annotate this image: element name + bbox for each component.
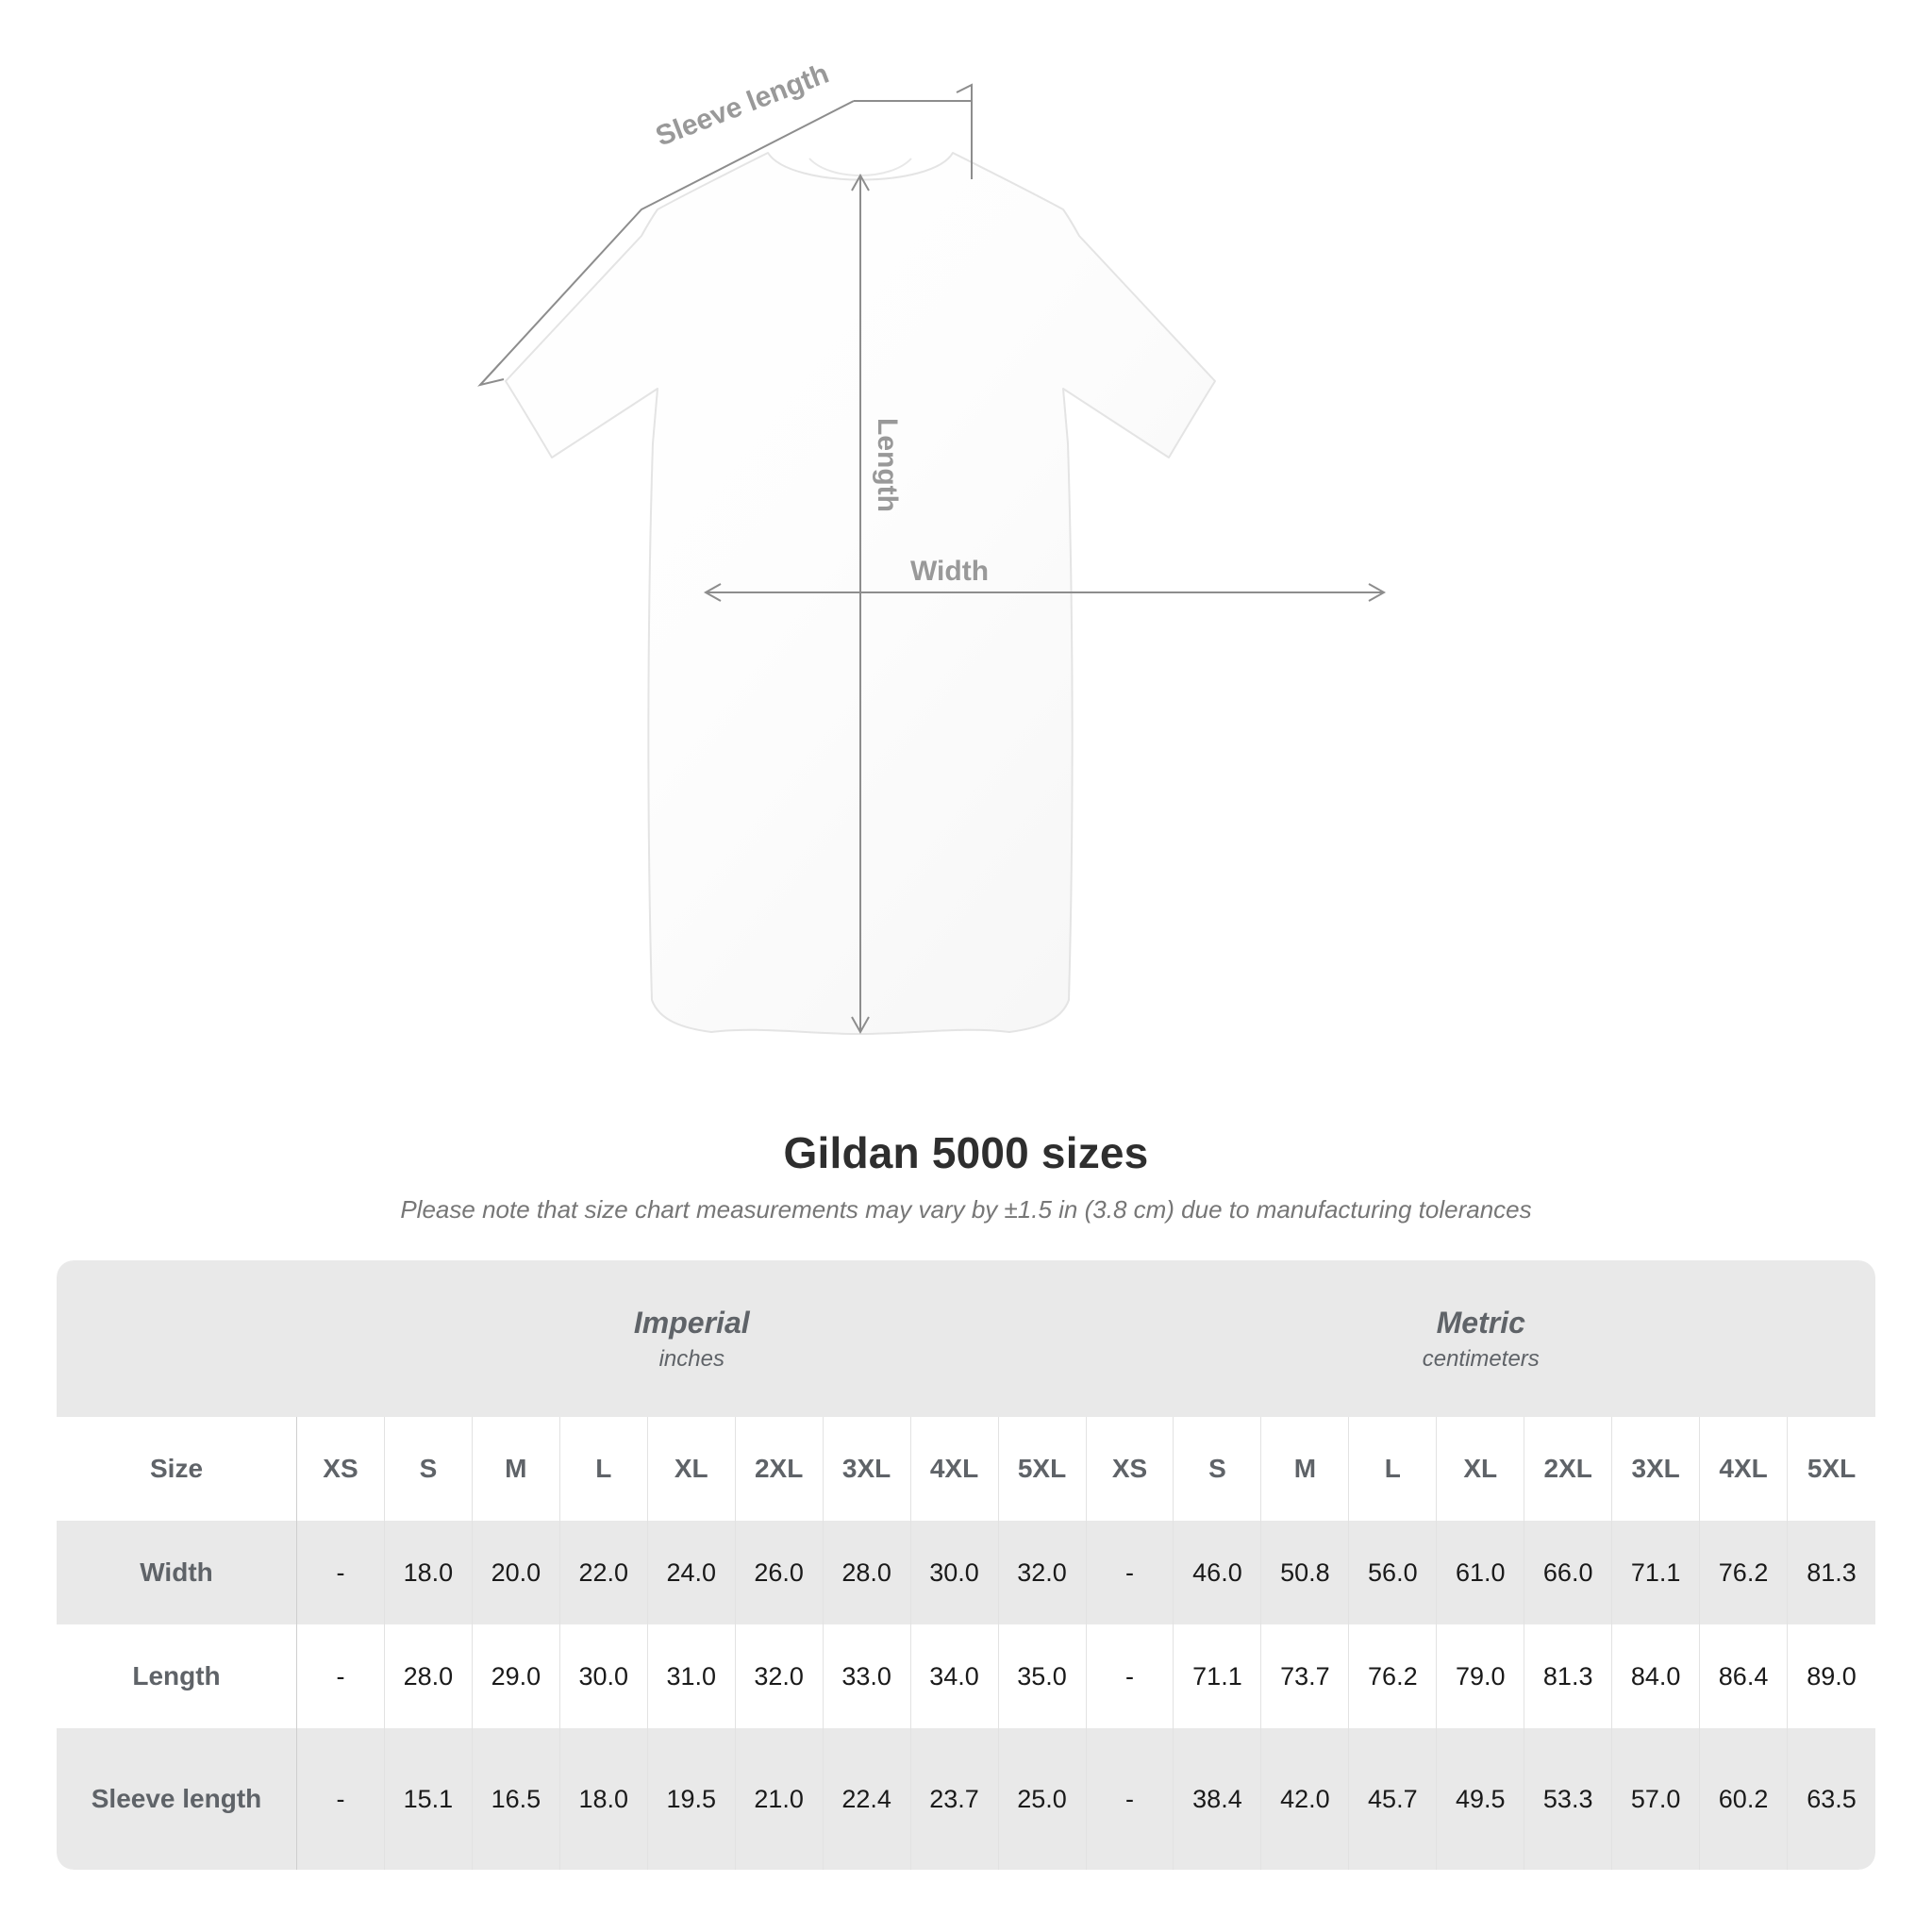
svg-text:Sleeve length: Sleeve length <box>652 58 833 152</box>
svg-text:Length: Length <box>872 418 903 512</box>
svg-text:Width: Width <box>910 556 989 587</box>
